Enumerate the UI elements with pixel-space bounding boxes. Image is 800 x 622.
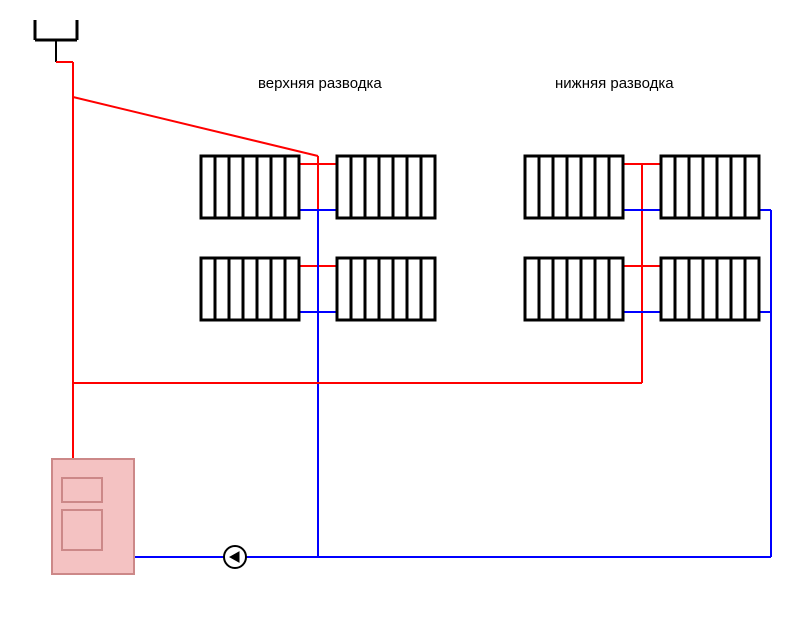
boiler-panel-icon [62, 510, 102, 550]
heating-diagram [0, 0, 800, 622]
label-top-distribution: верхняя разводка [258, 75, 382, 92]
label-bottom-distribution: нижняя разводка [555, 75, 674, 92]
boiler-panel-icon [62, 478, 102, 502]
hot-supply-diagonal-pipe [73, 97, 318, 156]
